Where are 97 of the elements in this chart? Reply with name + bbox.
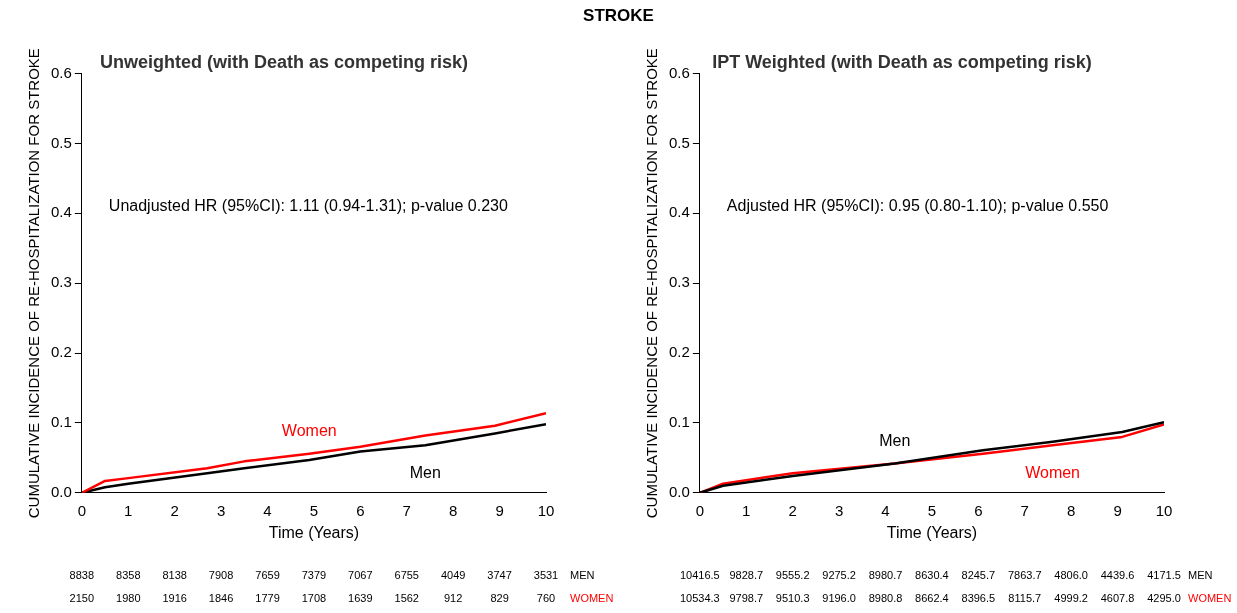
text: 4439.6 <box>1100 568 1135 581</box>
series-label: Men <box>409 463 441 481</box>
text: 7908 <box>208 568 234 581</box>
x-tick-label: 2 <box>170 501 179 519</box>
x-tick-label: 0 <box>695 501 705 519</box>
text: 8980.7 <box>868 568 903 581</box>
text: 2150 <box>69 591 95 604</box>
y-tick-label: 0.4 <box>50 203 72 221</box>
y-tick-label: 0.1 <box>50 413 72 431</box>
text: 7067 <box>348 568 373 581</box>
x-tick-label: 1 <box>742 501 751 519</box>
y-tick-label: 0.3 <box>50 273 72 291</box>
y-tick-label: 0.1 <box>668 413 690 431</box>
series-label: Women <box>281 422 337 440</box>
x-tick-label: 2 <box>788 501 797 519</box>
x-tick-label: 7 <box>402 501 411 519</box>
chart-subtitle: Unweighted (with Death as competing risk) <box>99 51 469 72</box>
text: MEN <box>1188 568 1213 581</box>
y-tick-label: 0.3 <box>668 273 690 291</box>
y-tick-label: 0.4 <box>668 203 690 221</box>
series-label: Men <box>879 431 911 449</box>
x-axis-title: Time (Years) <box>268 523 360 541</box>
text: 9275.2 <box>822 568 856 581</box>
x-tick-label: 5 <box>927 501 937 519</box>
text: 829 <box>490 591 509 604</box>
x-tick-label: 6 <box>974 501 983 519</box>
text: 760 <box>536 591 556 604</box>
text: 1980 <box>116 591 141 604</box>
text: 8115.7 <box>1008 591 1042 604</box>
text: 3747 <box>487 568 512 581</box>
text: 4607.8 <box>1100 591 1135 604</box>
y-tick-label: 0.6 <box>50 63 72 81</box>
text: 1846 <box>208 591 234 604</box>
y-tick-label: 0.5 <box>50 133 72 151</box>
x-tick-label: 8 <box>1067 501 1076 519</box>
text: 8138 <box>162 568 187 581</box>
text: 7863.7 <box>1007 568 1042 581</box>
text: 1779 <box>255 591 280 604</box>
text: 7379 <box>301 568 327 581</box>
text: 8980.8 <box>868 591 903 604</box>
x-tick-label: 0 <box>77 501 87 519</box>
text: 9828.7 <box>729 568 764 581</box>
y-axis-title: CUMULATIVE INCIDENCE OF RE-HOSPITALIZATION FOR STROKE <box>643 48 661 519</box>
x-tick-label: 9 <box>495 501 504 519</box>
y-tick-label: 0.6 <box>668 63 690 81</box>
text: 4171.5 <box>1147 568 1181 581</box>
x-tick-label: 5 <box>309 501 319 519</box>
text: 1916 <box>162 591 187 604</box>
x-tick-label: 3 <box>216 501 226 519</box>
text: 1708 <box>301 591 327 604</box>
y-tick-label: 0.5 <box>668 133 690 151</box>
text: 912 <box>443 591 463 604</box>
text: 9510.3 <box>775 591 810 604</box>
text: 10416.5 <box>679 568 720 581</box>
text: 4806.0 <box>1054 568 1088 581</box>
x-tick-label: 4 <box>263 501 272 519</box>
text: 4049 <box>440 568 466 581</box>
x-tick-label: 4 <box>881 501 890 519</box>
text: 8396.5 <box>961 591 996 604</box>
series-label: Women <box>1025 463 1081 481</box>
x-axis-title: Time (Years) <box>886 523 978 541</box>
text: 4295.0 <box>1147 591 1181 604</box>
annotation: Adjusted HR (95%CI): 0.95 (0.80-1.10); p-value 0.550 <box>726 196 1109 214</box>
x-tick-label: 10 <box>1155 501 1173 519</box>
x-tick-label: 9 <box>1113 501 1122 519</box>
text: 9798.7 <box>729 591 764 604</box>
text: 8630.4 <box>915 568 949 581</box>
text: 8358 <box>116 568 141 581</box>
text: WOMEN <box>1188 591 1232 604</box>
x-tick-label: 8 <box>449 501 458 519</box>
chart-subtitle: IPT Weighted (with Death as competing risk) <box>712 51 1092 72</box>
text: 8662.4 <box>915 591 949 604</box>
text: 1639 <box>348 591 373 604</box>
text: 8838 <box>69 568 95 581</box>
text: 9555.2 <box>775 568 810 581</box>
x-tick-label: 6 <box>356 501 365 519</box>
x-tick-label: 7 <box>1020 501 1029 519</box>
x-tick-label: 10 <box>537 501 555 519</box>
y-tick-label: 0.0 <box>50 482 72 500</box>
text: STROKE <box>582 6 655 26</box>
y-axis-title: CUMULATIVE INCIDENCE OF RE-HOSPITALIZATION FOR STROKE <box>25 48 43 519</box>
text: 1562 <box>394 591 419 604</box>
text: 10534.3 <box>679 591 720 604</box>
y-tick-label: 0.2 <box>668 343 690 361</box>
text: 3531 <box>533 568 559 581</box>
annotation: Unadjusted HR (95%CI): 1.11 (0.94-1.31); p-value 0.230 <box>108 196 508 214</box>
y-tick-label: 0.0 <box>668 482 690 500</box>
x-tick-label: 1 <box>124 501 133 519</box>
text: 9196.0 <box>822 591 856 604</box>
y-tick-label: 0.2 <box>50 343 72 361</box>
text: 6755 <box>394 568 419 581</box>
text: MEN <box>570 568 595 581</box>
text: 4999.2 <box>1054 591 1088 604</box>
x-tick-label: 3 <box>834 501 844 519</box>
text: 7659 <box>255 568 280 581</box>
text: 8245.7 <box>961 568 996 581</box>
text: WOMEN <box>570 591 614 604</box>
